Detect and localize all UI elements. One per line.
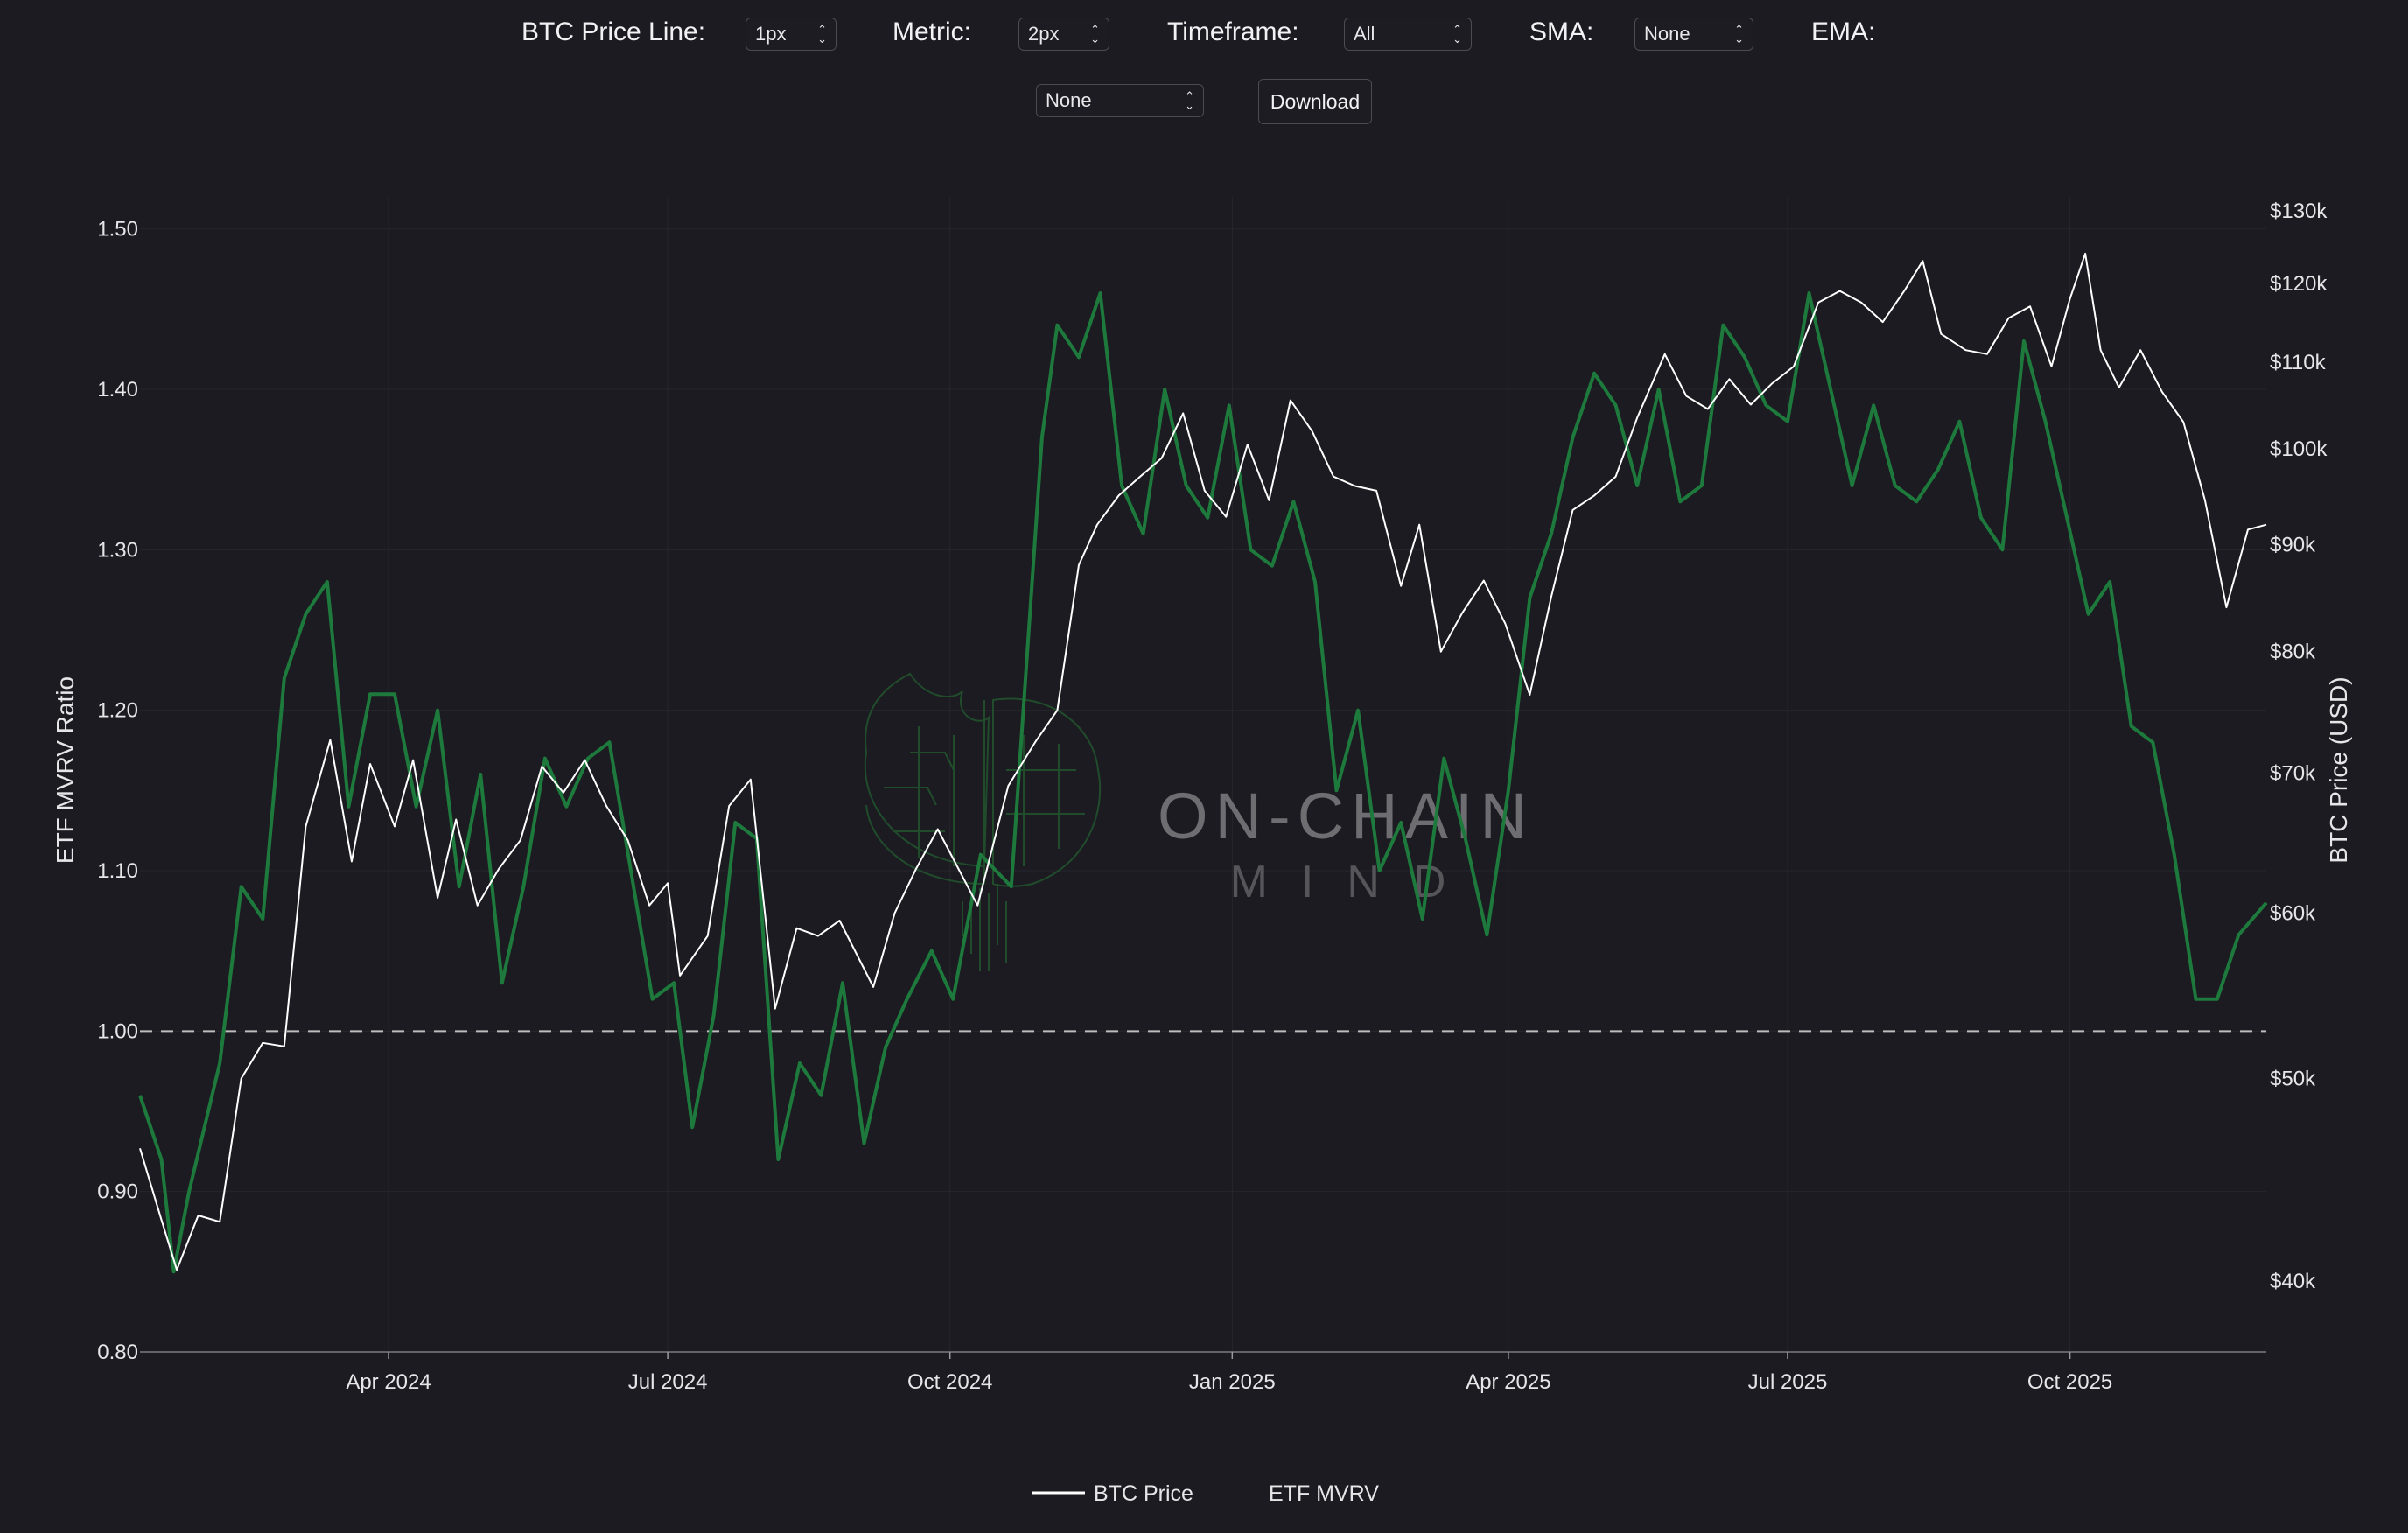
legend[interactable]: BTC Price ETF MVRV xyxy=(1032,1481,1379,1506)
metric-value: 2px xyxy=(1028,23,1060,45)
y-right-tick-label: $100k xyxy=(2270,438,2328,461)
sma-value: None xyxy=(1644,23,1690,45)
select-chevron-icon: ⌃ ⌄ xyxy=(1185,89,1194,112)
y-left-tick-label: 1.40 xyxy=(97,378,138,402)
y-left-tick-label: 1.50 xyxy=(97,218,138,242)
x-tick-label: Oct 2025 xyxy=(2027,1370,2112,1394)
x-tick-label: Jul 2025 xyxy=(1748,1370,1828,1394)
series-btc-price-line xyxy=(139,252,2267,1271)
timeframe-label: Timeframe: xyxy=(1167,18,1299,46)
timeframe-value: All xyxy=(1354,23,1376,45)
y-axis-right-title: BTC Price (USD) xyxy=(2325,676,2352,863)
y-left-tick-label: 1.10 xyxy=(97,859,138,883)
select-chevron-icon: ⌃ ⌄ xyxy=(1090,23,1100,46)
legend-label-etf-mvrv: ETF MVRV xyxy=(1269,1481,1379,1506)
x-tick-label: Jan 2025 xyxy=(1189,1370,1276,1394)
download-button[interactable]: Download xyxy=(1258,79,1372,124)
btc-price-line-label: BTC Price Line: xyxy=(522,18,706,46)
y-right-tick-label: $70k xyxy=(2270,761,2316,785)
y-right-tick-label: $40k xyxy=(2270,1270,2316,1293)
y-axis-left-title: ETF MVRV Ratio xyxy=(52,676,79,864)
y-left-tick-label: 1.20 xyxy=(97,699,138,723)
legend-item-etf-mvrv[interactable]: ETF MVRV xyxy=(1269,1481,1379,1506)
y-right-tick-label: $130k xyxy=(2270,200,2328,223)
y-left-tick-label: 0.90 xyxy=(97,1180,138,1204)
x-axis-ticks: Apr 2024 Jul 2024 Oct 2024 Jan 2025 Apr 2025… xyxy=(346,1352,2112,1394)
right-axis-ticks: $40k $50k $60k $70k $80k $90k $100k $110k $120k $… xyxy=(2270,200,2328,1293)
legend-item-btc-price[interactable]: BTC Price xyxy=(1032,1481,1194,1506)
sma-select[interactable]: None ⌃ ⌄ xyxy=(1634,18,1754,51)
x-tick-label: Apr 2024 xyxy=(346,1370,430,1394)
select-chevron-icon: ⌃ ⌄ xyxy=(1452,23,1462,46)
select-chevron-icon: ⌃ ⌄ xyxy=(1734,23,1744,46)
series-etf-mvrv-line xyxy=(138,291,2268,1274)
brain-logo xyxy=(864,672,1102,971)
x-tick-label: Oct 2024 xyxy=(907,1370,992,1394)
metric-label: Metric: xyxy=(892,18,971,46)
y-left-tick-label: 1.30 xyxy=(97,538,138,562)
left-axis-ticks: 0.80 0.90 1.00 1.10 1.20 1.30 1.40 1.50 xyxy=(97,218,138,1364)
y-right-tick-label: $90k xyxy=(2270,533,2316,556)
y-right-tick-label: $60k xyxy=(2270,901,2316,925)
ema-label: EMA: xyxy=(1811,18,1876,46)
y-right-tick-label: $110k xyxy=(2270,351,2327,374)
timeframe-select[interactable]: All ⌃ ⌄ xyxy=(1344,18,1472,51)
x-tick-label: Apr 2025 xyxy=(1466,1370,1550,1394)
btc-price-line-value: 1px xyxy=(755,23,787,45)
ema-value: None xyxy=(1046,89,1092,111)
ema-select[interactable]: None ⌃ ⌄ xyxy=(1036,84,1204,117)
legend-label-btc-price: BTC Price xyxy=(1094,1481,1194,1506)
metric-select[interactable]: 2px ⌃ ⌄ xyxy=(1018,18,1110,51)
x-tick-label: Jul 2024 xyxy=(628,1370,708,1394)
y-right-tick-label: $120k xyxy=(2270,272,2328,296)
watermark: ON-CHAIN MIND xyxy=(864,672,1534,971)
chart-controls: BTC Price Line: 1px ⌃ ⌄ Metric: 2px ⌃ ⌄ Ti… xyxy=(0,0,2408,131)
select-chevron-icon: ⌃ ⌄ xyxy=(817,23,827,46)
y-right-tick-label: $50k xyxy=(2270,1068,2316,1091)
btc-price-line-select[interactable]: 1px ⌃ ⌄ xyxy=(746,18,836,51)
y-right-tick-label: $80k xyxy=(2270,640,2316,664)
sma-label: SMA: xyxy=(1530,18,1594,46)
grid-lines xyxy=(140,197,2266,1353)
y-left-tick-label: 0.80 xyxy=(97,1340,138,1364)
y-left-tick-label: 1.00 xyxy=(97,1019,138,1043)
watermark-title: ON-CHAIN xyxy=(1158,780,1534,852)
watermark-subtitle: MIND xyxy=(1230,857,1480,907)
